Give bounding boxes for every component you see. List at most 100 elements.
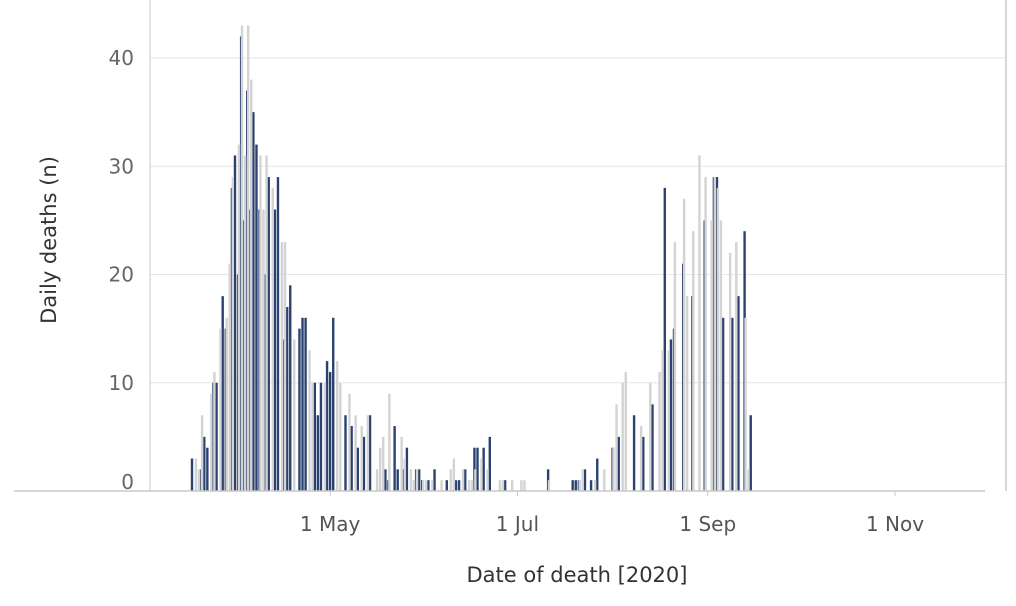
bar-series2-day-172 xyxy=(719,220,723,492)
bar-series1-day-45 xyxy=(328,371,332,491)
bar-series1-day-28 xyxy=(276,177,280,491)
y-axis-title: Daily deaths (n) xyxy=(37,156,61,324)
bar-series2-day-22 xyxy=(259,155,262,491)
bar-series1-day-52 xyxy=(350,426,353,491)
bar-series2-day-169 xyxy=(710,220,713,492)
x-tick-label: 1 Nov xyxy=(866,512,924,536)
bar-series2-day-33 xyxy=(293,339,296,491)
bar-series2-day-116 xyxy=(547,480,551,491)
bar-series2-day-163 xyxy=(692,231,695,491)
bar-series1-day-70 xyxy=(405,447,409,491)
bar-series1-day-10 xyxy=(221,296,224,491)
bar-series2-day-73 xyxy=(415,469,419,491)
y-tick-label-40: 40 xyxy=(109,46,134,70)
x-tick-label: 1 May xyxy=(300,512,361,536)
bar-series1-day-32 xyxy=(289,285,292,491)
bar-series1-day-147 xyxy=(642,436,645,492)
bar-series1-day-5 xyxy=(206,447,209,491)
bar-series2-day-90 xyxy=(468,480,471,491)
bar-series1-day-21 xyxy=(255,144,258,491)
bar-series1-day-50 xyxy=(344,415,347,491)
bar-series2-day-170 xyxy=(713,177,716,491)
bar-series1-day-102 xyxy=(503,480,507,491)
bar-series2-day-104 xyxy=(510,480,514,491)
bar-series1-day-63 xyxy=(384,469,387,491)
bar-series2-day-146 xyxy=(639,426,643,491)
bar-series1-day-44 xyxy=(325,361,329,491)
x-axis-ticks: 1 May 1 Jul 1 Sep 1 Nov xyxy=(300,491,924,536)
bar-series1-day-54 xyxy=(356,447,359,491)
bar-series2-day-9 xyxy=(219,328,222,492)
bar-series2-day-149 xyxy=(649,382,652,491)
bar-series2-day-26 xyxy=(271,187,274,491)
bar-series2-day-64 xyxy=(388,393,391,491)
bar-series2-day-15 xyxy=(237,144,241,491)
bar-series2-day-43 xyxy=(323,382,327,491)
bar-series2-day-51 xyxy=(348,393,351,491)
bar-series2-day-47 xyxy=(335,361,339,491)
bar-series2-day-72 xyxy=(412,480,416,491)
bar-series2-day-140 xyxy=(621,382,624,491)
bar-series2-day-16 xyxy=(240,25,244,492)
bar-series1-day-93 xyxy=(476,447,479,491)
x-tick-label: 1 Jul xyxy=(496,512,539,536)
bar-series1-day-89 xyxy=(464,469,467,491)
bar-series2-day-76 xyxy=(425,480,428,491)
bar-series2-day-171 xyxy=(716,187,720,491)
bar-series2-day-60 xyxy=(375,469,379,491)
bar-series2-day-92 xyxy=(474,469,477,491)
bar-series2-day-137 xyxy=(612,447,615,491)
bar-series1-day-77 xyxy=(427,480,430,491)
bar-series1-day-42 xyxy=(319,382,323,491)
bar-series2-day-39 xyxy=(311,382,314,491)
bar-series1-day-144 xyxy=(632,415,636,491)
bar-series2-day-7 xyxy=(213,371,216,491)
bar-series1-day-46 xyxy=(332,317,335,491)
bar-series1-day-86 xyxy=(454,480,458,491)
bar-series2-day-126 xyxy=(578,480,581,491)
bar-series1-day-128 xyxy=(583,469,587,491)
bars-group xyxy=(190,25,752,492)
bar-series2-day-134 xyxy=(603,469,606,491)
bar-series1-day-83 xyxy=(445,480,449,491)
bar-series2-day-62 xyxy=(382,436,385,492)
bar-series1-day-40 xyxy=(313,382,316,491)
bar-series1-day-31 xyxy=(285,306,289,491)
bar-series1-day-173 xyxy=(721,317,725,491)
bar-series2-day-155 xyxy=(667,350,670,491)
bar-series1-day-66 xyxy=(393,426,396,491)
bar-series2-day-68 xyxy=(400,436,403,492)
bar-series1-day-37 xyxy=(304,317,307,491)
bar-series2-day-175 xyxy=(728,252,732,491)
bar-series1-day-27 xyxy=(273,209,277,492)
bar-series1-day-67 xyxy=(396,469,399,491)
bar-series2-day-11 xyxy=(225,317,228,491)
bar-series2-day-2 xyxy=(197,469,201,491)
bar-series1-day-87 xyxy=(457,480,461,491)
bar-series2-day-161 xyxy=(685,296,689,491)
bar-series1-day-14 xyxy=(233,155,237,491)
bar-series1-day-125 xyxy=(574,480,577,491)
bar-series1-day-36 xyxy=(301,317,304,491)
bar-series2-day-78 xyxy=(431,480,434,491)
bar-series2-day-96 xyxy=(486,469,489,491)
y-tick-label-20: 20 xyxy=(109,263,134,287)
bar-series1-day-156 xyxy=(669,339,673,491)
bar-series2-day-53 xyxy=(354,415,357,491)
bar-series1-day-4 xyxy=(203,436,206,492)
bar-series2-day-85 xyxy=(452,458,456,491)
bar-series1-day-74 xyxy=(417,469,421,491)
bar-series2-day-30 xyxy=(283,242,287,491)
gridlines xyxy=(150,57,1006,384)
y-tick-label-0: 0 xyxy=(121,470,134,494)
bar-series2-day-38 xyxy=(308,350,311,491)
bar-series2-day-165 xyxy=(698,155,701,491)
bar-series2-day-107 xyxy=(520,480,523,491)
bar-series2-day-1 xyxy=(194,458,198,491)
bar-series2-day-181 xyxy=(747,469,750,491)
bar-series2-day-17 xyxy=(243,155,247,491)
bar-series2-day-101 xyxy=(501,480,505,491)
bar-series2-day-61 xyxy=(378,447,382,491)
bar-series1-day-182 xyxy=(749,415,752,491)
